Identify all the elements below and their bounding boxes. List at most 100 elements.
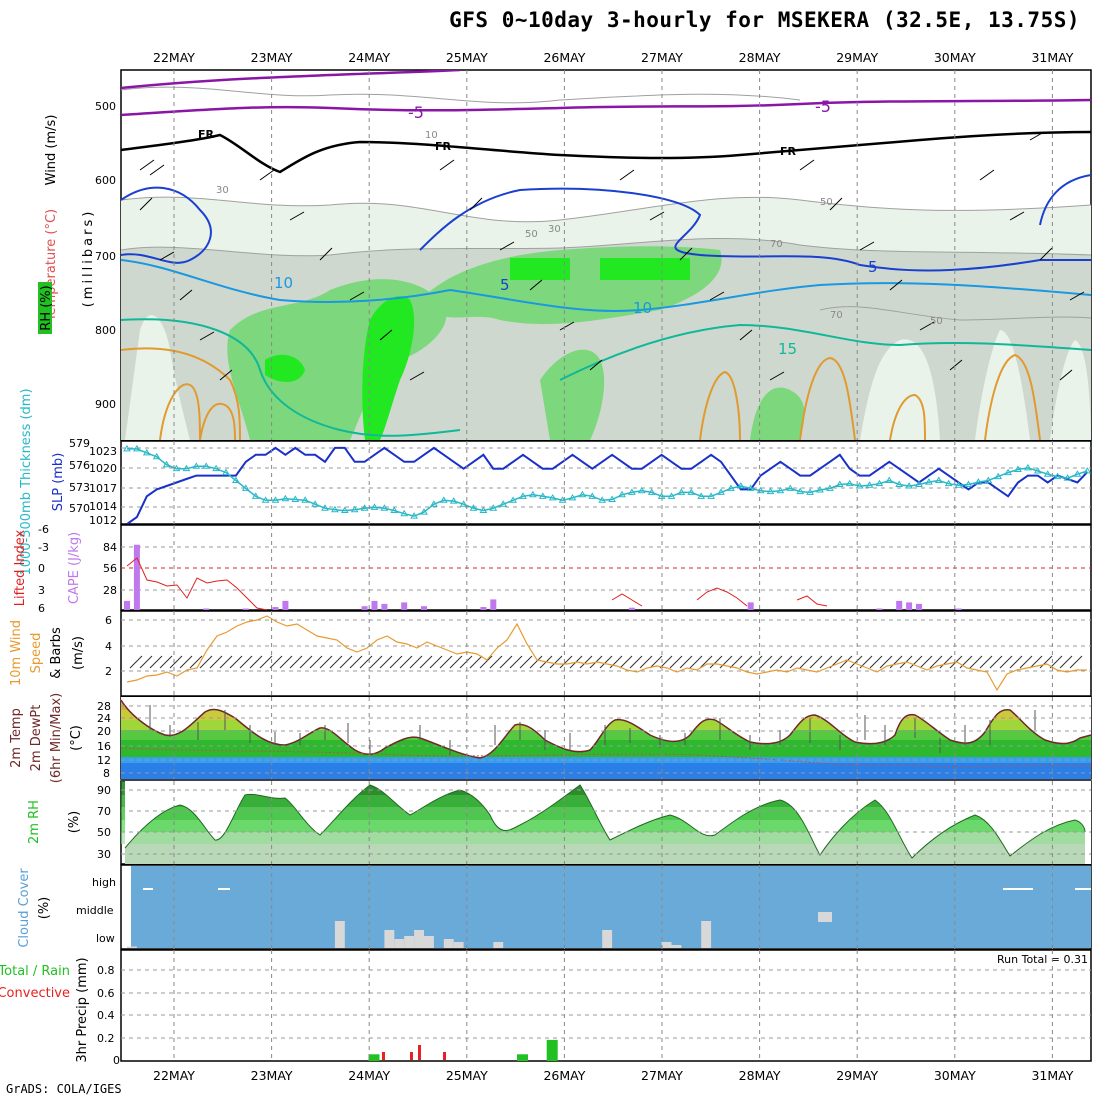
cape-bar	[747, 602, 754, 610]
li-tick: 6	[38, 602, 45, 615]
thickness-marker	[944, 479, 953, 487]
cape-bar	[628, 607, 635, 610]
precip-convective-label: Convective	[0, 986, 70, 1001]
wind-axis-label: Wind (m/s)	[44, 115, 59, 186]
cloud-low-bar	[414, 930, 424, 948]
precip-convective-bar	[443, 1052, 446, 1060]
cape-bar	[272, 607, 279, 610]
rh-mask	[121, 781, 1085, 858]
precip-tick: 0.2	[97, 1032, 115, 1045]
temp-label: 5	[500, 276, 510, 294]
temp-contour-10	[121, 259, 1091, 312]
thickness-marker	[1063, 474, 1072, 481]
date-label-top: 28MAY	[739, 50, 781, 65]
li-line	[611, 593, 643, 607]
thickness-marker	[845, 479, 854, 487]
date-label-top: 31MAY	[1031, 50, 1073, 65]
slp-line	[126, 446, 1089, 525]
cloud-level-high: high	[92, 876, 116, 889]
thickness-marker	[618, 490, 626, 498]
temp-contour-5	[419, 187, 1091, 272]
thickness-marker	[430, 500, 438, 507]
temp-contour-neg10	[121, 70, 461, 90]
cloud-low-bar	[671, 945, 682, 948]
thickness-marker	[400, 509, 409, 517]
rh-label: 30	[216, 185, 229, 196]
temp-contour-20	[121, 347, 1041, 440]
thickness-marker	[479, 506, 488, 514]
cape-bar	[133, 544, 140, 610]
temp-band-16	[121, 730, 1091, 740]
thickness-marker	[915, 480, 923, 487]
wind10m-panel: 6 4 2 10m Wind Speed & Barbs (m/s)	[9, 610, 1092, 697]
thickness-marker	[519, 492, 527, 499]
thickness-marker	[727, 484, 735, 491]
thickness-marker	[598, 496, 607, 503]
thickness-marker	[162, 460, 171, 468]
thickness-marker	[568, 493, 577, 501]
cape-bar	[401, 602, 408, 610]
cape-tick: 28	[103, 584, 117, 597]
thickness-marker	[1053, 472, 1062, 480]
thickness-marker	[172, 464, 181, 472]
cloud-level-middle: middle	[76, 904, 114, 917]
slp-tick: 1014	[89, 500, 117, 513]
rh2m-tick: 90	[97, 784, 111, 797]
thickness-marker	[667, 492, 676, 499]
cloud-low-bar	[493, 942, 504, 948]
thickness-marker	[459, 500, 468, 507]
cloud-low-bar	[453, 942, 464, 948]
date-label-top: 29MAY	[836, 50, 878, 65]
cape-bar	[876, 608, 883, 610]
cloud-cover-panel: high middle low Cloud Cover (%)	[17, 864, 1092, 950]
thickness-axis-label: 1000-500mb Thickness (dm)	[19, 388, 34, 575]
cloud-unit-label: (%)	[37, 897, 52, 920]
cloud-low-bar	[384, 930, 395, 948]
cape-bar	[906, 602, 913, 610]
wind10-tick: 2	[105, 665, 112, 678]
cloud-high-bar	[1003, 888, 1033, 890]
rh-label: 50	[820, 197, 833, 208]
cloud-low-bar	[701, 921, 712, 948]
thickness-marker	[261, 496, 270, 503]
thickness-marker	[1083, 467, 1092, 474]
wind10-speed-line	[126, 615, 1087, 692]
rh-area-90	[510, 258, 570, 280]
li-axis-label: Lifted Index	[13, 529, 28, 606]
rh-label: 10	[425, 130, 438, 141]
date-label-bottom: 27MAY	[641, 1068, 683, 1083]
cape-bar	[371, 600, 378, 610]
rh2m-label: 2m RH	[27, 800, 42, 844]
precip-tick: 0.8	[97, 964, 115, 977]
date-label-bottom: 24MAY	[348, 1068, 390, 1083]
date-label-top: 30MAY	[934, 50, 976, 65]
cloud-low-bar	[661, 942, 672, 948]
rh-mask	[1085, 781, 1091, 864]
precip-tick: 0.4	[97, 1009, 115, 1022]
precip-convective-bar	[410, 1052, 413, 1060]
thickness-marker	[964, 480, 973, 487]
temp-label: 15	[778, 340, 797, 358]
fr-label: FR	[780, 145, 797, 158]
wind10-label: Speed	[29, 633, 44, 674]
thickness-marker	[281, 494, 290, 502]
thickness-marker	[736, 482, 745, 489]
cloud-low-bar	[404, 936, 415, 948]
top-date-axis: 22MAY 23MAY 24MAY 25MAY 26MAY 27MAY 28MAY 29MAY…	[153, 50, 1074, 65]
thickness-marker	[835, 480, 844, 487]
precip-convective-bar	[382, 1052, 385, 1060]
pressure-tick: 800	[95, 324, 116, 337]
temp2m-tick: 28	[97, 700, 111, 713]
rh-area-90	[265, 354, 305, 382]
precip-total-bars	[368, 1039, 558, 1061]
thickness-marker	[677, 488, 686, 495]
date-label-bottom: 26MAY	[543, 1068, 585, 1083]
pressure-tick: 600	[95, 174, 116, 187]
thickness-marker	[469, 504, 478, 511]
cloud-high-bar	[218, 888, 230, 890]
thickness-marker	[390, 506, 399, 514]
li-line	[696, 587, 748, 607]
thickness-marker	[588, 492, 597, 499]
date-label-bottom: 30MAY	[934, 1068, 976, 1083]
